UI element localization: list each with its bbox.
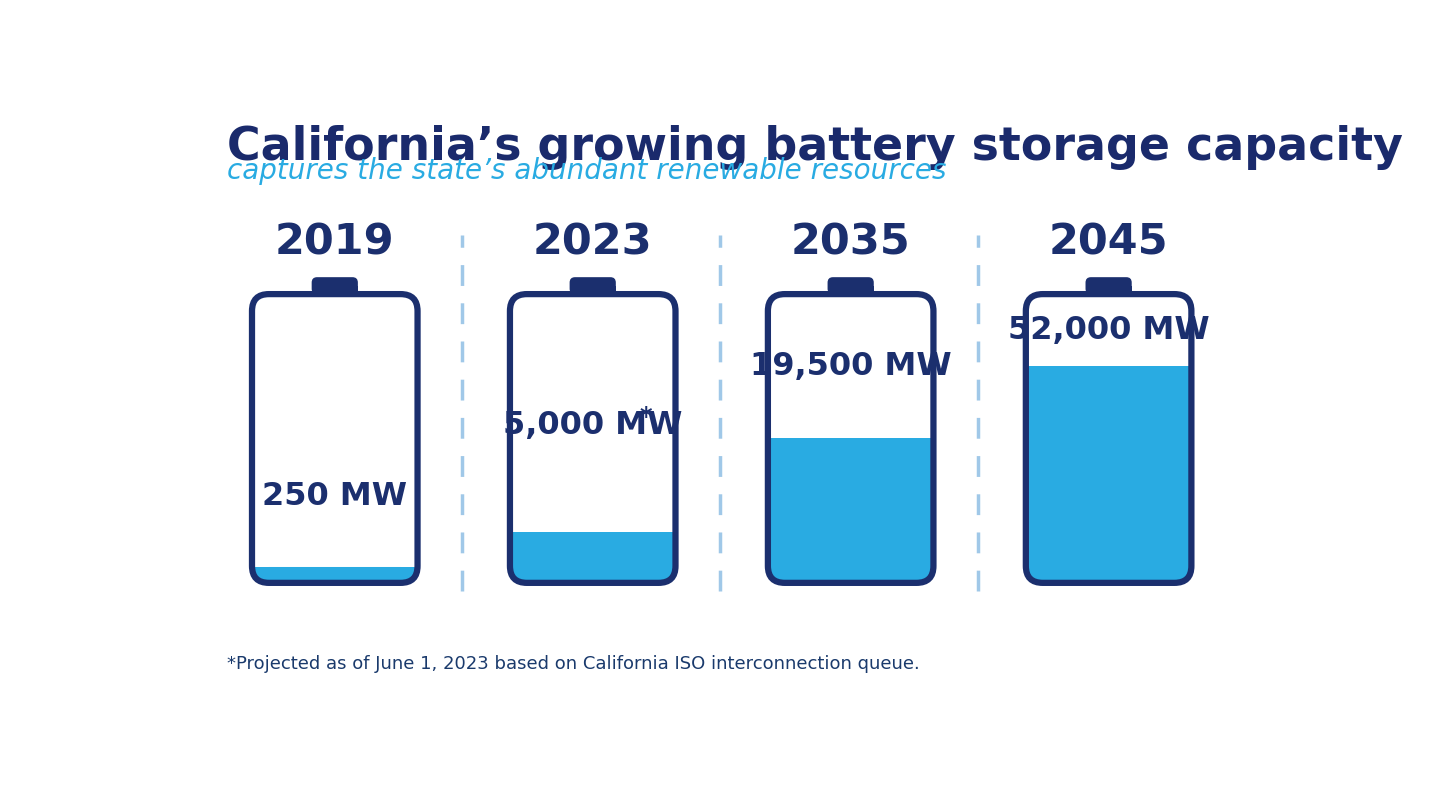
Text: 52,000 MW: 52,000 MW bbox=[1008, 315, 1209, 346]
FancyBboxPatch shape bbox=[767, 294, 934, 583]
Bar bbox=[1086, 286, 1132, 294]
Bar bbox=[510, 533, 676, 583]
FancyBboxPatch shape bbox=[1025, 294, 1192, 583]
Text: *: * bbox=[640, 406, 652, 429]
FancyBboxPatch shape bbox=[569, 277, 615, 294]
Bar bbox=[767, 439, 934, 583]
FancyBboxPatch shape bbox=[828, 277, 873, 294]
Bar bbox=[569, 286, 615, 294]
Text: *Projected as of June 1, 2023 based on California ISO interconnection queue.: *Projected as of June 1, 2023 based on C… bbox=[227, 655, 919, 673]
FancyBboxPatch shape bbox=[767, 545, 934, 583]
Text: 2023: 2023 bbox=[533, 221, 653, 264]
FancyBboxPatch shape bbox=[311, 277, 358, 294]
Text: 2019: 2019 bbox=[275, 221, 395, 264]
Text: 5,000 MW: 5,000 MW bbox=[502, 409, 682, 440]
Bar bbox=[311, 286, 358, 294]
Text: captures the state’s abundant renewable resources: captures the state’s abundant renewable … bbox=[227, 157, 947, 185]
FancyBboxPatch shape bbox=[1025, 545, 1192, 583]
Text: 250 MW: 250 MW bbox=[262, 481, 407, 512]
Text: 2045: 2045 bbox=[1048, 221, 1169, 264]
Text: California’s growing battery storage capacity: California’s growing battery storage cap… bbox=[227, 125, 1403, 170]
FancyBboxPatch shape bbox=[252, 566, 417, 584]
Text: 19,500 MW: 19,500 MW bbox=[750, 351, 951, 382]
Bar bbox=[252, 567, 417, 583]
Bar bbox=[828, 286, 873, 294]
Bar bbox=[1025, 366, 1192, 583]
FancyBboxPatch shape bbox=[252, 294, 417, 583]
Text: 2035: 2035 bbox=[791, 221, 911, 264]
FancyBboxPatch shape bbox=[510, 545, 676, 583]
FancyBboxPatch shape bbox=[510, 294, 676, 583]
FancyBboxPatch shape bbox=[1086, 277, 1132, 294]
